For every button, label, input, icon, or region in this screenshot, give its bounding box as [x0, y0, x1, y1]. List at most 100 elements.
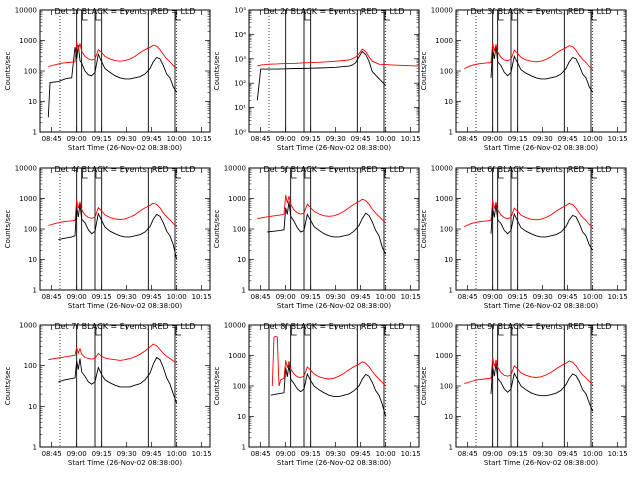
series-line-events [490, 46, 594, 93]
series-line-lld [464, 199, 594, 229]
x-tick-label: 09:15 [92, 293, 112, 301]
panel-det-1: Det 1f BLACK = Events, RED = LLD Counts/s… [4, 7, 212, 153]
interval-mark [95, 12, 101, 21]
y-tick-label: 10000 [431, 322, 453, 330]
interval-mark [511, 170, 517, 179]
x-tick-label: 09:00 [67, 293, 87, 301]
interval-mark [498, 170, 504, 179]
series-line-lld [257, 194, 386, 224]
x-tick-label: 10:15 [192, 293, 212, 301]
x-tick-label: 10:00 [376, 450, 396, 458]
plot-frame [39, 324, 211, 448]
y-axis-label: Counts/sec [213, 210, 221, 249]
x-tick-label: 09:00 [276, 135, 296, 143]
y-tick-label: 1000 [435, 37, 453, 45]
y-tick-label: 10⁴ [234, 31, 246, 39]
y-axis-label: Counts/sec [213, 367, 221, 406]
x-tick-label: 10:15 [608, 135, 628, 143]
plot-frame [455, 9, 627, 133]
panel-det-6: Det 6f BLACK = Events, RED = LLD Counts/s… [420, 165, 628, 311]
x-tick-label: 08:45 [42, 293, 62, 301]
chart-title: Det 3f BLACK = Events, RED = LLD [470, 7, 611, 16]
x-tick-label: 09:30 [326, 293, 346, 301]
x-tick-label: 09:15 [508, 293, 528, 301]
series-line-events [490, 204, 594, 251]
interval-mark [291, 327, 297, 336]
y-axis-label: Counts/sec [4, 367, 12, 406]
x-tick-label: 09:30 [326, 135, 346, 143]
interval-mark [175, 170, 181, 179]
y-tick-label: 10² [234, 80, 246, 88]
chart-title: Det 5f BLACK = Events, RED = LLD [263, 165, 404, 174]
series-line-lld [48, 343, 177, 363]
x-tick-label: 09:00 [483, 135, 503, 143]
x-axis-label: Start Time (26-Nov-02 08:38:00) [484, 144, 598, 152]
series-line-lld [271, 336, 387, 387]
chart-title: Det 6f BLACK = Events, RED = LLD [470, 165, 611, 174]
y-tick-label: 1 [242, 444, 246, 452]
x-tick-label: 09:00 [483, 450, 503, 458]
plot-frame [248, 324, 420, 448]
panel-det-8: Det 8f BLACK = Events, RED = LLD Counts/s… [213, 322, 421, 468]
y-tick-label: 10³ [234, 55, 246, 63]
x-axis-label: Start Time (26-Nov-02 08:38:00) [68, 459, 182, 467]
series-line-events [58, 356, 178, 404]
x-tick-label: 10:15 [192, 135, 212, 143]
y-tick-label: 1000 [435, 195, 453, 203]
interval-mark [384, 170, 390, 179]
y-tick-label: 10⁰ [234, 129, 246, 137]
y-tick-label: 1000 [435, 352, 453, 360]
series-line-lld [48, 199, 177, 227]
x-axis-label: Start Time (26-Nov-02 08:38:00) [484, 459, 598, 467]
x-axis-label: Start Time (26-Nov-02 08:38:00) [277, 302, 391, 310]
x-tick-label: 09:45 [351, 135, 371, 143]
y-tick-label: 1000 [19, 322, 37, 330]
y-tick-label: 1000 [19, 195, 37, 203]
x-tick-label: 09:00 [483, 293, 503, 301]
y-axis-label: Counts/sec [4, 52, 12, 91]
interval-mark [82, 170, 88, 179]
y-tick-label: 10000 [431, 165, 453, 173]
y-tick-label: 10 [237, 256, 246, 264]
x-tick-label: 10:00 [167, 450, 187, 458]
y-tick-label: 10 [28, 256, 37, 264]
chart-title: Det 8f BLACK = Events, RED = LLD [263, 322, 404, 331]
x-tick-label: 08:45 [458, 135, 478, 143]
interval-mark [175, 327, 181, 336]
chart-title: Det 4f BLACK = Events, RED = LLD [54, 165, 195, 174]
plot-frame [39, 167, 211, 291]
plot-frame [39, 9, 211, 133]
y-tick-label: 10 [444, 413, 453, 421]
x-tick-label: 09:15 [92, 135, 112, 143]
interval-mark [511, 12, 517, 21]
y-tick-label: 10 [444, 256, 453, 264]
y-tick-label: 1 [33, 129, 37, 137]
x-tick-label: 09:30 [533, 450, 553, 458]
chart-title: Det 2f BLACK = Events, RED = LLD [263, 7, 404, 16]
chart-title: Det 1f BLACK = Events, RED = LLD [54, 7, 195, 16]
x-tick-label: 09:30 [117, 135, 137, 143]
x-tick-label: 09:45 [351, 293, 371, 301]
y-tick-label: 100 [440, 68, 453, 76]
x-tick-label: 10:00 [583, 135, 603, 143]
interval-mark [384, 12, 390, 21]
y-tick-label: 10000 [15, 7, 37, 15]
x-tick-label: 08:45 [251, 293, 271, 301]
series-line-events [256, 50, 387, 101]
x-tick-label: 08:45 [251, 450, 271, 458]
x-tick-label: 09:30 [533, 135, 553, 143]
x-tick-label: 09:30 [326, 450, 346, 458]
x-tick-label: 10:15 [401, 135, 421, 143]
y-tick-label: 100 [440, 383, 453, 391]
x-tick-label: 10:15 [401, 450, 421, 458]
x-tick-label: 09:15 [508, 135, 528, 143]
x-tick-label: 08:45 [42, 450, 62, 458]
interval-mark [591, 327, 597, 336]
y-tick-label: 10 [28, 98, 37, 106]
x-tick-label: 09:00 [67, 135, 87, 143]
x-axis-label: Start Time (26-Nov-02 08:38:00) [277, 459, 391, 467]
interval-mark [291, 170, 297, 179]
interval-mark [498, 327, 504, 336]
x-tick-label: 09:45 [142, 135, 162, 143]
y-tick-label: 100 [440, 226, 453, 234]
